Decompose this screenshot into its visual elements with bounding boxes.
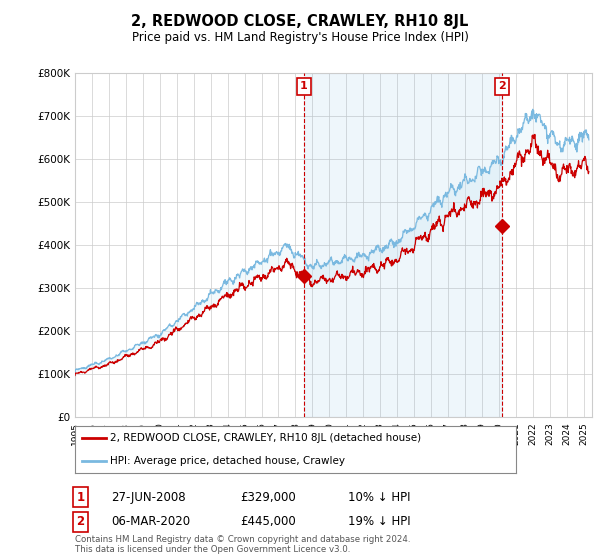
Text: 19% ↓ HPI: 19% ↓ HPI [348,515,410,529]
Text: This data is licensed under the Open Government Licence v3.0.: This data is licensed under the Open Gov… [75,545,350,554]
Text: £329,000: £329,000 [240,491,296,504]
Text: 2: 2 [76,515,85,529]
Text: 1: 1 [300,81,308,91]
Bar [304,73,502,417]
Text: 27-JUN-2008: 27-JUN-2008 [111,491,185,504]
Text: 1: 1 [76,491,85,504]
Text: 06-MAR-2020: 06-MAR-2020 [111,515,190,529]
Text: HPI: Average price, detached house, Crawley: HPI: Average price, detached house, Craw… [110,456,345,466]
Text: 2, REDWOOD CLOSE, CRAWLEY, RH10 8JL: 2, REDWOOD CLOSE, CRAWLEY, RH10 8JL [131,14,469,29]
Text: Price paid vs. HM Land Registry's House Price Index (HPI): Price paid vs. HM Land Registry's House … [131,31,469,44]
Text: 10% ↓ HPI: 10% ↓ HPI [348,491,410,504]
Text: £445,000: £445,000 [240,515,296,529]
Text: 2, REDWOOD CLOSE, CRAWLEY, RH10 8JL (detached house): 2, REDWOOD CLOSE, CRAWLEY, RH10 8JL (det… [110,433,421,444]
Text: 2: 2 [498,81,506,91]
Text: Contains HM Land Registry data © Crown copyright and database right 2024.: Contains HM Land Registry data © Crown c… [75,535,410,544]
